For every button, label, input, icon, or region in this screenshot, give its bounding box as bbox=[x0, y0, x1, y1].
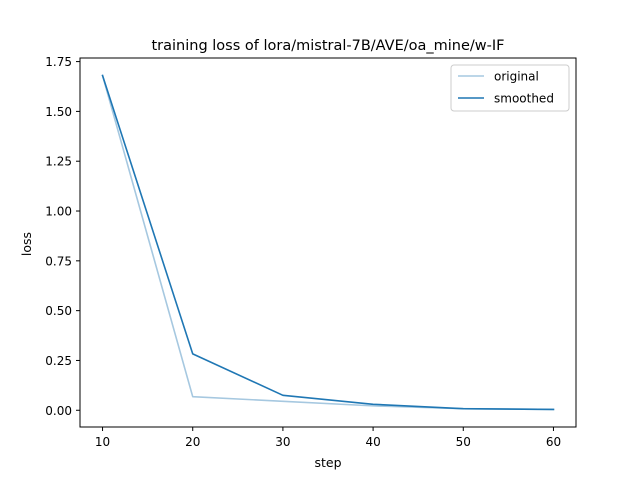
series-line-smoothed bbox=[101, 74, 555, 411]
y-tick-label: 0.75 bbox=[45, 254, 72, 268]
x-tick-label: 10 bbox=[95, 435, 110, 449]
x-axis: 10 20 30 40 50 60 bbox=[95, 427, 561, 449]
y-tick-label: 1.50 bbox=[45, 105, 72, 119]
x-tick-label: 30 bbox=[275, 435, 290, 449]
y-tick-label: 0.25 bbox=[45, 354, 72, 368]
x-axis-label: step bbox=[314, 455, 341, 470]
plot-frame bbox=[79, 57, 577, 428]
x-tick-label: 60 bbox=[546, 435, 561, 449]
series-layer bbox=[101, 74, 555, 411]
y-axis: 0.00 0.25 0.50 0.75 1.00 1.25 1.50 1.75 bbox=[45, 55, 80, 418]
x-tick-label: 20 bbox=[185, 435, 200, 449]
y-tick-label: 1.75 bbox=[45, 55, 72, 69]
chart-title: training loss of lora/mistral-7B/AVE/oa_… bbox=[152, 38, 505, 54]
y-tick-label: 0.50 bbox=[45, 304, 72, 318]
x-tick-label: 40 bbox=[365, 435, 380, 449]
y-tick-label: 0.00 bbox=[45, 404, 72, 418]
y-tick-label: 1.25 bbox=[45, 155, 72, 169]
legend-label-smoothed: smoothed bbox=[494, 92, 554, 106]
legend: original smoothed bbox=[450, 64, 570, 112]
legend-label-original: original bbox=[494, 70, 539, 84]
y-axis-label: loss bbox=[19, 232, 34, 256]
y-tick-label: 1.00 bbox=[45, 205, 72, 219]
x-tick-label: 50 bbox=[456, 435, 471, 449]
